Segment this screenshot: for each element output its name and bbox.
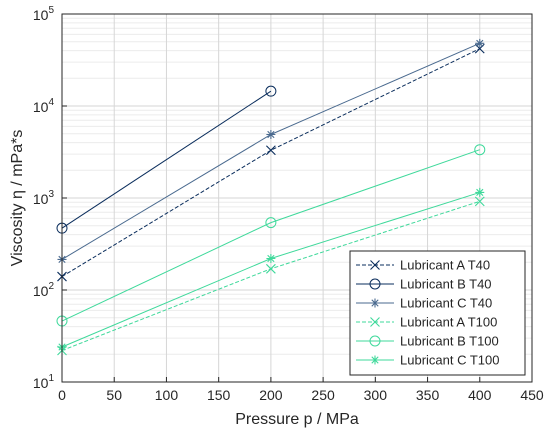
- legend-label: Lubricant A T100: [400, 315, 497, 330]
- x-tick-label: 100: [155, 387, 179, 403]
- marker-circle: [265, 85, 277, 97]
- marker-x: [266, 263, 276, 274]
- x-tick-label: 350: [416, 387, 440, 403]
- marker-x: [266, 145, 276, 156]
- y-axis-ticks: 101 102 103 104 105: [33, 5, 67, 391]
- legend-entry: Lubricant C T100: [356, 353, 500, 368]
- x-tick-label: 250: [311, 387, 335, 403]
- marker-star: [475, 38, 485, 48]
- series-line: [61, 48, 480, 277]
- marker-star: [475, 187, 485, 197]
- legend-label: Lubricant C T100: [400, 353, 500, 368]
- marker-x: [474, 196, 485, 207]
- y-tick-label: 103: [33, 189, 55, 207]
- marker-star: [370, 298, 380, 308]
- grid: [61, 13, 533, 383]
- marker-circle: [474, 144, 486, 156]
- series-line: [61, 90, 272, 229]
- y-tick-label: 102: [33, 281, 55, 299]
- marker-star: [266, 253, 276, 263]
- x-axis-ticks: 0 50 100 150 200 250 300 350 400 450: [58, 377, 544, 403]
- legend: Lubricant A T40 Lubricant B T40 Lubricant …: [349, 250, 526, 376]
- x-tick-label: 450: [520, 387, 544, 403]
- legend-entry: Lubricant B T100: [356, 334, 499, 349]
- y-tick-label: 105: [33, 5, 55, 23]
- x-tick-label: 50: [106, 387, 122, 403]
- legend-entry: Lubricant C T40: [356, 296, 492, 311]
- marker-star: [266, 130, 276, 140]
- marker-x: [370, 260, 380, 270]
- x-tick-label: 300: [364, 387, 388, 403]
- legend-entry: Lubricant A T100: [356, 315, 497, 330]
- y-axis-label: Viscosity η / mPa*s: [9, 130, 26, 267]
- legend-label: Lubricant A T40: [400, 258, 490, 273]
- x-tick-label: 0: [58, 387, 66, 403]
- legend-entry: Lubricant A T40: [356, 258, 490, 273]
- marker-circle: [369, 335, 381, 347]
- x-tick-label: 150: [207, 387, 231, 403]
- legend-label: Lubricant C T40: [400, 296, 492, 311]
- x-axis-label: Pressure p / MPa: [235, 411, 359, 428]
- y-tick-label: 104: [33, 97, 55, 115]
- series-layer: [56, 38, 486, 356]
- legend-label: Lubricant B T40: [400, 277, 492, 292]
- series-line: [61, 149, 480, 322]
- legend-label: Lubricant B T100: [400, 334, 499, 349]
- marker-circle: [369, 278, 381, 290]
- y-tick-label: 101: [33, 373, 55, 391]
- marker-star: [370, 355, 380, 365]
- x-tick-label: 200: [259, 387, 283, 403]
- x-tick-label: 400: [468, 387, 492, 403]
- marker-circle: [265, 217, 277, 229]
- marker-x: [370, 317, 380, 327]
- legend-box: [349, 250, 526, 376]
- legend-entry: Lubricant B T40: [356, 277, 492, 292]
